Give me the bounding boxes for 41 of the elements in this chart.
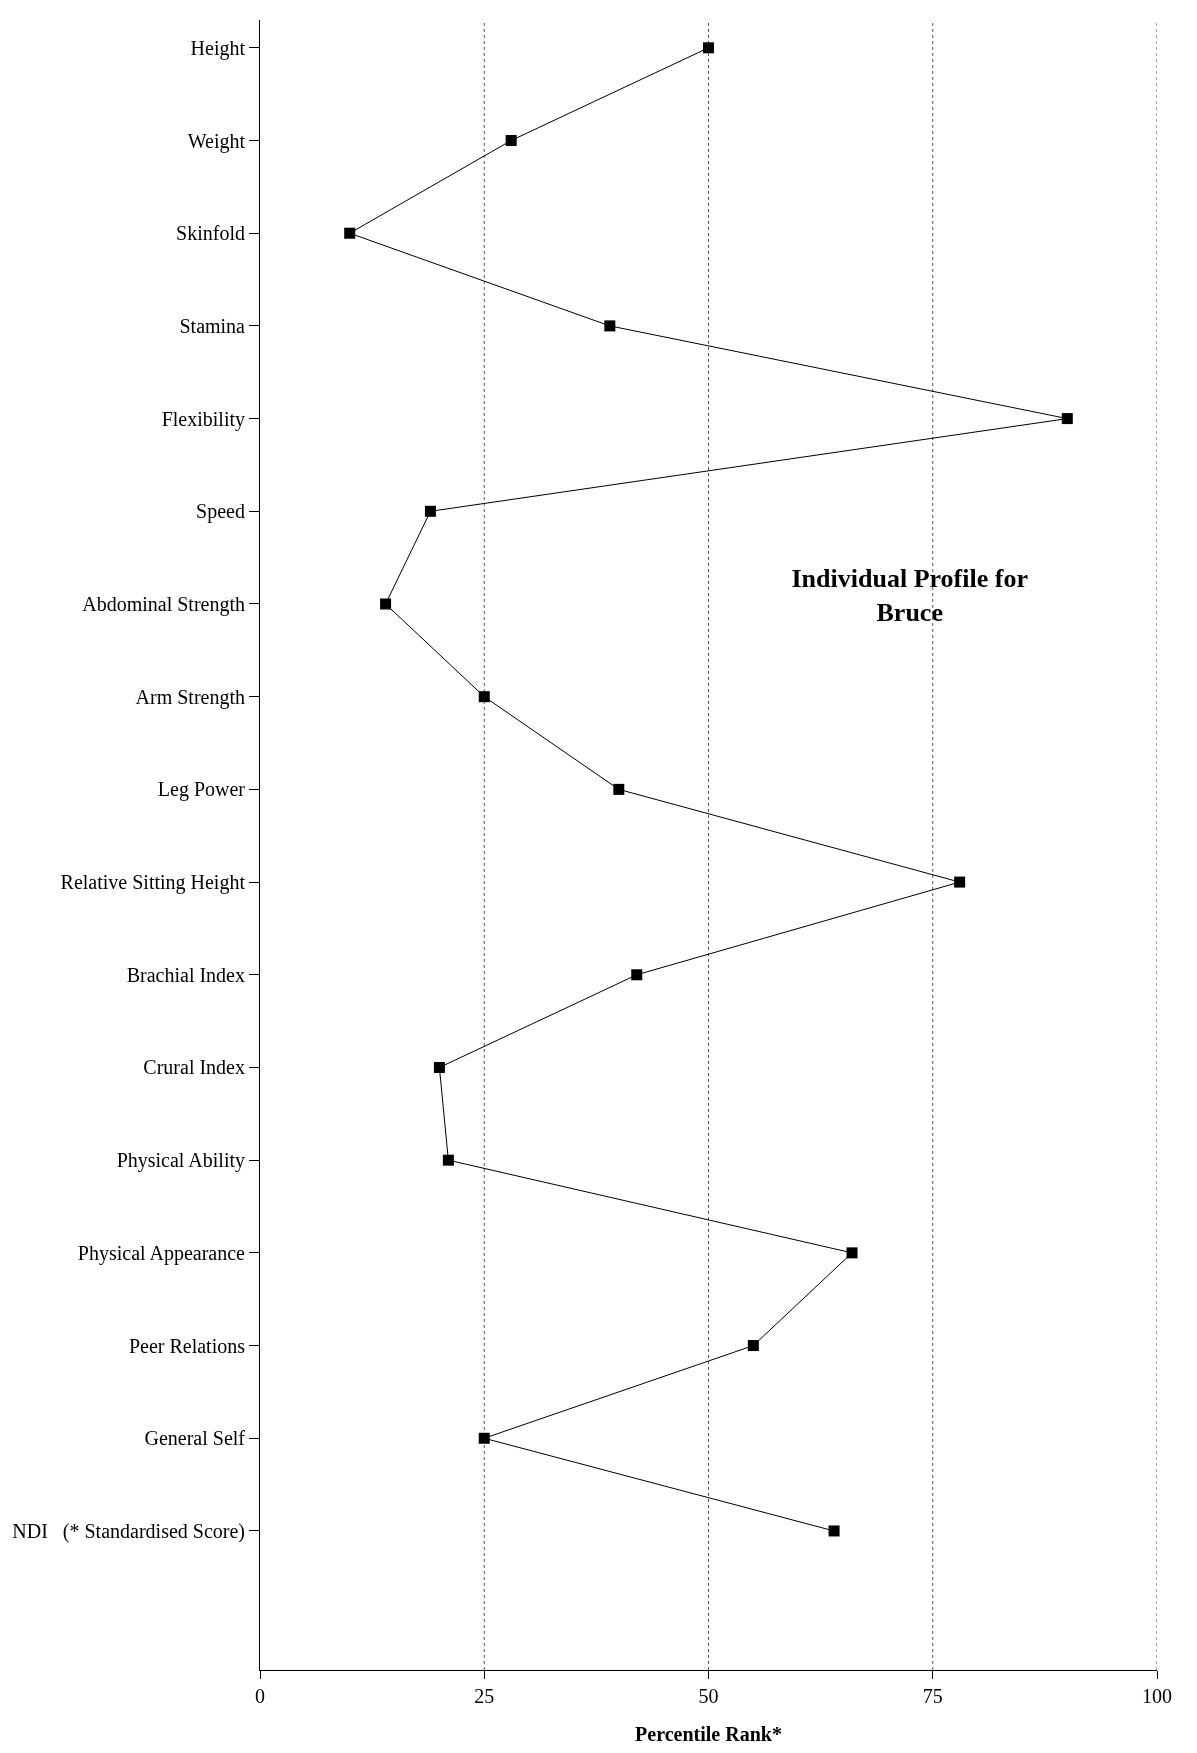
- y-tick-label: Physical Ability: [116, 1149, 245, 1173]
- point: [604, 320, 616, 332]
- point: [380, 598, 392, 610]
- point: [613, 783, 625, 795]
- point: [747, 1340, 759, 1352]
- y-tick-label: Crural Index: [143, 1056, 245, 1079]
- point: [424, 505, 436, 517]
- x-tick-label: 50: [698, 1685, 719, 1707]
- point: [954, 876, 966, 888]
- x-tick-label: 25: [474, 1685, 495, 1707]
- point: [703, 42, 714, 54]
- y-tick-label: Relative Sitting Height: [60, 871, 246, 895]
- point: [846, 1247, 858, 1259]
- point: [1061, 413, 1073, 425]
- text: Individual Profile for Bruce: [791, 564, 1028, 628]
- y-tick-label: Flexibility: [161, 407, 245, 431]
- y-tick-label: Abdominal Strength: [82, 592, 245, 616]
- point: [442, 1154, 454, 1166]
- x-tick-label: 100: [1142, 1685, 1172, 1707]
- point: [344, 227, 356, 239]
- point: [631, 969, 643, 981]
- x-tick-label: 0: [255, 1685, 265, 1707]
- y-tick-label: Peer Relations: [128, 1334, 246, 1357]
- point: [828, 1525, 840, 1537]
- point: [433, 1061, 445, 1073]
- y-tick-label: Skinfold: [176, 222, 245, 245]
- y-tick-label: Physical Appearance: [77, 1241, 246, 1265]
- y-tick-label: Height: [190, 36, 246, 60]
- y-tick-label: Brachial Index: [126, 963, 245, 986]
- x-axis-title: Percentile Rank*: [635, 1722, 782, 1745]
- y-tick-label: General Self: [144, 1427, 246, 1450]
- y-tick-label: Arm Strength: [135, 685, 245, 709]
- y-tick-label: NDI (* Standardised Score): [12, 1519, 245, 1543]
- y-tick-label: Stamina: [179, 314, 246, 337]
- y-tick-label: Weight: [187, 129, 246, 153]
- point: [478, 1432, 490, 1444]
- y-tick-label: Speed: [196, 500, 245, 524]
- point: [478, 691, 490, 703]
- point: [505, 135, 517, 147]
- x-tick-label: 75: [922, 1685, 943, 1707]
- y-tick-label: Leg Power: [157, 778, 246, 802]
